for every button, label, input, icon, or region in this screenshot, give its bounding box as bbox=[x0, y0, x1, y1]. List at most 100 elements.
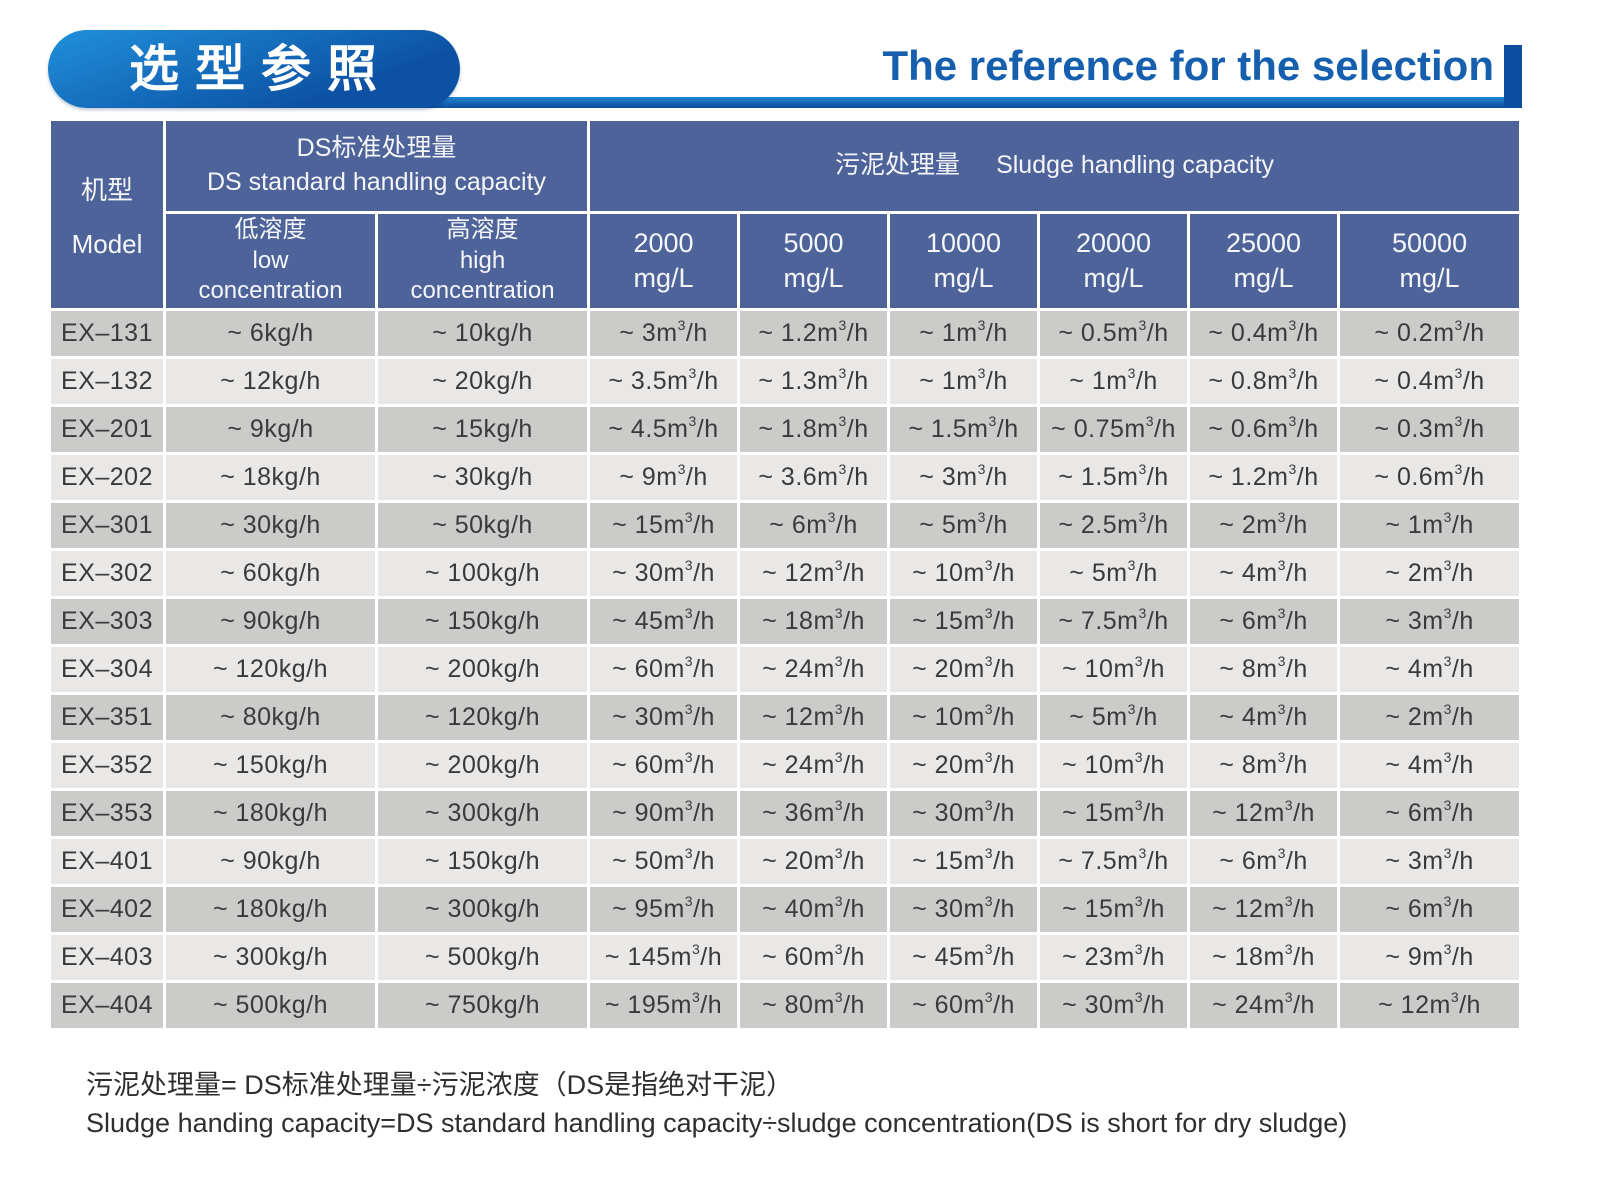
capacity-cell: ~ 6m3/h bbox=[1190, 839, 1338, 884]
page-title-zh: 选型参照 bbox=[129, 41, 393, 97]
column-header-concentration: 2000 mg/L bbox=[590, 214, 738, 308]
model-cell: EX–351 bbox=[51, 695, 163, 740]
capacity-cell: ~ 8m3/h bbox=[1190, 647, 1338, 692]
model-cell: EX–402 bbox=[51, 887, 163, 932]
low-concentration-zh: 低溶度 bbox=[234, 215, 307, 243]
capacity-cell: ~ 195m3/h bbox=[590, 983, 738, 1028]
capacity-cell: ~ 1m3/h bbox=[890, 359, 1038, 404]
capacity-cell: ~ 60m3/h bbox=[590, 743, 738, 788]
capacity-cell: ~ 20m3/h bbox=[890, 743, 1038, 788]
capacity-cell: ~ 100kg/h bbox=[378, 551, 588, 596]
capacity-cell: ~ 500kg/h bbox=[166, 983, 375, 1028]
high-concentration-zh: 高溶度 bbox=[446, 215, 519, 243]
capacity-cell: ~ 3m3/h bbox=[590, 311, 738, 356]
capacity-cell: ~ 10m3/h bbox=[890, 695, 1038, 740]
capacity-cell: ~ 6kg/h bbox=[166, 311, 375, 356]
capacity-cell: ~ 150kg/h bbox=[378, 599, 588, 644]
capacity-cell: ~ 20kg/h bbox=[378, 359, 588, 404]
capacity-cell: ~ 36m3/h bbox=[740, 791, 888, 836]
capacity-cell: ~ 15kg/h bbox=[378, 407, 588, 452]
capacity-cell: ~ 4m3/h bbox=[1340, 647, 1520, 692]
capacity-cell: ~ 300kg/h bbox=[166, 935, 375, 980]
footnote: 污泥处理量= DS标准处理量÷污泥浓度（DS是指绝对干泥） Sludge han… bbox=[86, 1066, 1347, 1142]
sludge-capacity-zh: 污泥处理量 bbox=[835, 151, 961, 180]
capacity-cell: ~ 0.6m3/h bbox=[1340, 455, 1520, 500]
capacity-cell: ~ 1.5m3/h bbox=[1040, 455, 1188, 500]
capacity-cell: ~ 15m3/h bbox=[1040, 887, 1188, 932]
table-row: EX–301 ~ 30kg/h ~ 50kg/h ~ 15m3/h ~ 6m3/h ~ 5… bbox=[51, 503, 1520, 548]
capacity-cell: ~ 0.8m3/h bbox=[1190, 359, 1338, 404]
capacity-cell: ~ 90kg/h bbox=[166, 839, 375, 884]
capacity-cell: ~ 5m3/h bbox=[1040, 695, 1188, 740]
capacity-cell: ~ 60m3/h bbox=[740, 935, 888, 980]
sludge-capacity-en: Sludge handling capacity bbox=[996, 151, 1275, 180]
capacity-cell: ~ 500kg/h bbox=[378, 935, 588, 980]
model-cell: EX–302 bbox=[51, 551, 163, 596]
capacity-cell: ~ 3.5m3/h bbox=[590, 359, 738, 404]
capacity-cell: ~ 1m3/h bbox=[890, 311, 1038, 356]
capacity-cell: ~ 6m3/h bbox=[1340, 887, 1520, 932]
capacity-cell: ~ 9m3/h bbox=[1340, 935, 1520, 980]
model-cell: EX–403 bbox=[51, 935, 163, 980]
capacity-cell: ~ 23m3/h bbox=[1040, 935, 1188, 980]
capacity-cell: ~ 30m3/h bbox=[1040, 983, 1188, 1028]
capacity-cell: ~ 15m3/h bbox=[890, 839, 1038, 884]
column-header-high-concentration: 高溶度 high concentration bbox=[378, 214, 588, 308]
capacity-cell: ~ 1.3m3/h bbox=[740, 359, 888, 404]
capacity-cell: ~ 90kg/h bbox=[166, 599, 375, 644]
capacity-cell: ~ 24m3/h bbox=[740, 743, 888, 788]
model-cell: EX–401 bbox=[51, 839, 163, 884]
capacity-cell: ~ 120kg/h bbox=[378, 695, 588, 740]
capacity-cell: ~ 40m3/h bbox=[740, 887, 888, 932]
capacity-cell: ~ 4m3/h bbox=[1190, 551, 1338, 596]
table-row: EX–404 ~ 500kg/h ~ 750kg/h ~ 195m3/h ~ 80m3/… bbox=[51, 983, 1520, 1028]
capacity-cell: ~ 2.5m3/h bbox=[1040, 503, 1188, 548]
capacity-cell: ~ 10m3/h bbox=[1040, 743, 1188, 788]
capacity-cell: ~ 5m3/h bbox=[890, 503, 1038, 548]
title-right-bar bbox=[1504, 45, 1522, 108]
capacity-cell: ~ 1m3/h bbox=[1340, 503, 1520, 548]
capacity-cell: ~ 30kg/h bbox=[166, 503, 375, 548]
capacity-cell: ~ 0.4m3/h bbox=[1340, 359, 1520, 404]
capacity-cell: ~ 95m3/h bbox=[590, 887, 738, 932]
capacity-cell: ~ 120kg/h bbox=[166, 647, 375, 692]
column-header-model-en: Model bbox=[71, 228, 143, 259]
capacity-cell: ~ 3.6m3/h bbox=[740, 455, 888, 500]
capacity-cell: ~ 9kg/h bbox=[166, 407, 375, 452]
capacity-cell: ~ 20m3/h bbox=[890, 647, 1038, 692]
column-header-model-zh: 机型 bbox=[80, 174, 133, 205]
column-header-concentration: 50000 mg/L bbox=[1340, 214, 1520, 308]
table-row: EX–403 ~ 300kg/h ~ 500kg/h ~ 145m3/h ~ 60m3/… bbox=[51, 935, 1520, 980]
capacity-cell: ~ 6m3/h bbox=[740, 503, 888, 548]
capacity-cell: ~ 1.2m3/h bbox=[1190, 455, 1338, 500]
capacity-cell: ~ 15m3/h bbox=[890, 599, 1038, 644]
capacity-cell: ~ 8m3/h bbox=[1190, 743, 1338, 788]
capacity-cell: ~ 1.8m3/h bbox=[740, 407, 888, 452]
low-concentration-en1: low bbox=[252, 246, 289, 274]
capacity-cell: ~ 0.6m3/h bbox=[1190, 407, 1338, 452]
capacity-cell: ~ 80m3/h bbox=[740, 983, 888, 1028]
capacity-cell: ~ 3m3/h bbox=[1340, 599, 1520, 644]
column-header-concentration: 20000 mg/L bbox=[1040, 214, 1188, 308]
table-row: EX–352 ~ 150kg/h ~ 200kg/h ~ 60m3/h ~ 24m3/h… bbox=[51, 743, 1520, 788]
capacity-cell: ~ 4.5m3/h bbox=[590, 407, 738, 452]
capacity-cell: ~ 18m3/h bbox=[740, 599, 888, 644]
capacity-cell: ~ 180kg/h bbox=[166, 791, 375, 836]
high-concentration-en2: concentration bbox=[410, 277, 555, 305]
capacity-cell: ~ 0.5m3/h bbox=[1040, 311, 1188, 356]
capacity-cell: ~ 12m3/h bbox=[740, 551, 888, 596]
capacity-cell: ~ 30kg/h bbox=[378, 455, 588, 500]
capacity-cell: ~ 60kg/h bbox=[166, 551, 375, 596]
table-row: EX–303 ~ 90kg/h ~ 150kg/h ~ 45m3/h ~ 18m3/h ~… bbox=[51, 599, 1520, 644]
column-header-concentration: 10000 mg/L bbox=[890, 214, 1038, 308]
table-row: EX–302 ~ 60kg/h ~ 100kg/h ~ 30m3/h ~ 12m3/h ~… bbox=[51, 551, 1520, 596]
ds-capacity-zh: DS标准处理量 bbox=[296, 134, 457, 163]
capacity-cell: ~ 12kg/h bbox=[166, 359, 375, 404]
column-header-sludge-capacity: 污泥处理量 Sludge handling capacity bbox=[590, 121, 1520, 211]
capacity-cell: ~ 60m3/h bbox=[890, 983, 1038, 1028]
page-title-pill: 选型参照 bbox=[48, 30, 460, 108]
capacity-cell: ~ 30m3/h bbox=[890, 887, 1038, 932]
capacity-cell: ~ 2m3/h bbox=[1340, 695, 1520, 740]
capacity-cell: ~ 45m3/h bbox=[890, 935, 1038, 980]
